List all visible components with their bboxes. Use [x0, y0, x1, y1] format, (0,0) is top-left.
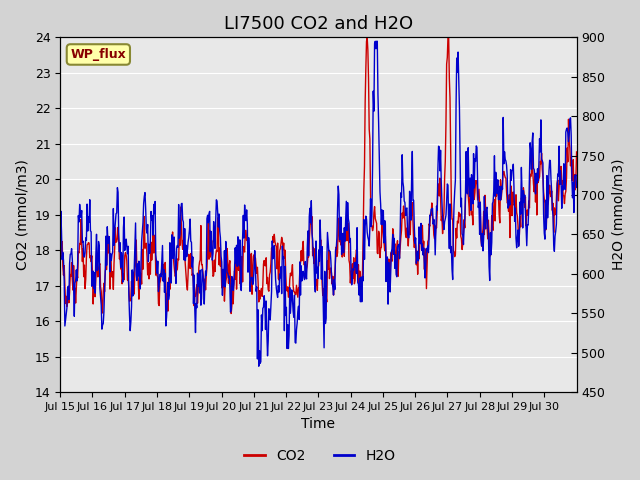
X-axis label: Time: Time [301, 418, 335, 432]
Y-axis label: CO2 (mmol/m3): CO2 (mmol/m3) [15, 159, 29, 270]
Text: WP_flux: WP_flux [70, 48, 126, 61]
Y-axis label: H2O (mmol/m3): H2O (mmol/m3) [611, 159, 625, 270]
Legend: CO2, H2O: CO2, H2O [239, 443, 401, 468]
Title: LI7500 CO2 and H2O: LI7500 CO2 and H2O [224, 15, 413, 33]
